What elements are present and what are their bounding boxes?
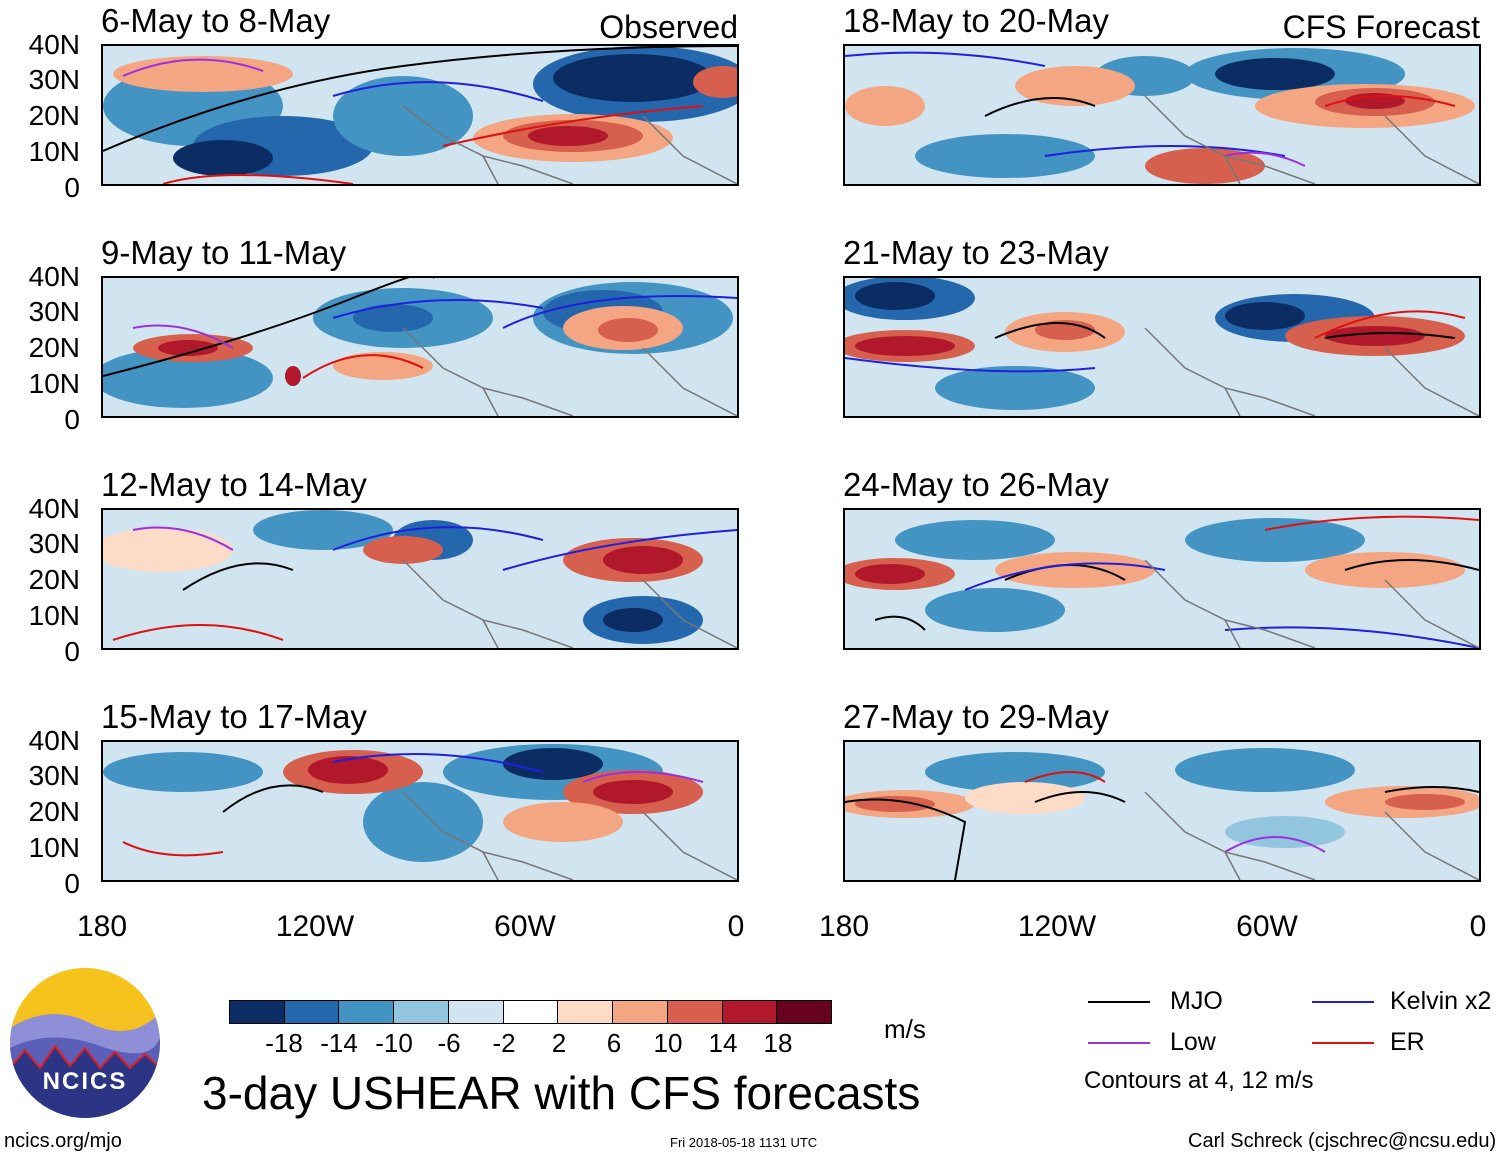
lon-tick: 120W xyxy=(275,910,355,943)
lat-tick: 0 xyxy=(64,172,80,203)
map-field xyxy=(103,742,737,880)
logo-text: NCICS xyxy=(42,1068,128,1095)
colorbar-swatch xyxy=(394,1001,449,1023)
panel-period-label: 21-May to 23-May xyxy=(843,234,1109,271)
lon-tick: 60W xyxy=(494,910,556,943)
shear-map xyxy=(843,276,1481,418)
legend-label-er: ER xyxy=(1390,1028,1425,1056)
legend-line-er xyxy=(1312,1042,1374,1044)
lat-tick: 10N xyxy=(28,136,80,167)
colorbar-tick: 2 xyxy=(551,1028,567,1058)
colorbar-tick: -2 xyxy=(492,1028,516,1058)
lat-tick: 40N xyxy=(28,493,80,524)
lat-tick: 20N xyxy=(28,100,80,131)
legend-label-mjo: MJO xyxy=(1170,987,1223,1015)
legend-line-low xyxy=(1088,1042,1150,1044)
colorbar-strip xyxy=(229,1000,832,1024)
colorbar-tick: -10 xyxy=(375,1028,413,1058)
lon-tick: 0 xyxy=(1469,910,1487,943)
map-field xyxy=(845,46,1479,184)
map-field xyxy=(845,742,1479,880)
lon-tick: 0 xyxy=(727,910,745,943)
colorbar-swatch xyxy=(503,1001,559,1023)
footer-timestamp: Fri 2018-05-18 1131 UTC xyxy=(670,1135,818,1150)
shear-map xyxy=(843,740,1481,882)
panel-period-label: 12-May to 14-May xyxy=(101,466,367,503)
colorbar-swatch xyxy=(230,1001,285,1023)
panel-period-label: 15-May to 17-May xyxy=(101,698,367,735)
lat-tick: 10N xyxy=(28,600,80,631)
panel-period-label: 27-May to 29-May xyxy=(843,698,1109,735)
legend-line-mjo xyxy=(1088,1001,1150,1003)
legend-label-kelvin: Kelvin x2 xyxy=(1390,987,1492,1015)
lat-tick: 10N xyxy=(28,368,80,399)
map-field xyxy=(103,510,737,648)
colorbar-units: m/s xyxy=(884,1014,926,1044)
lat-tick: 30N xyxy=(28,296,80,327)
lat-tick: 40N xyxy=(28,261,80,292)
lat-tick: 40N xyxy=(28,725,80,756)
shear-map xyxy=(101,44,739,186)
colorbar-swatch xyxy=(667,1001,723,1023)
map-field xyxy=(845,510,1479,648)
shear-map xyxy=(101,508,739,650)
map-field xyxy=(103,278,737,416)
footer-url: ncics.org/mjo xyxy=(4,1130,122,1152)
panel-period-label: 18-May to 20-May xyxy=(843,2,1109,39)
panel-period-label: 24-May to 26-May xyxy=(843,466,1109,503)
lat-tick: 40N xyxy=(28,29,80,60)
map-field xyxy=(845,278,1479,416)
forecast-tag: CFS Forecast xyxy=(1282,9,1480,45)
colorbar-swatch xyxy=(339,1001,395,1023)
figure-title: 3-day USHEAR with CFS forecasts xyxy=(202,1067,921,1119)
lat-tick: 20N xyxy=(28,564,80,595)
shear-map xyxy=(843,508,1481,650)
colorbar-tick: 10 xyxy=(653,1028,683,1058)
lat-tick: 0 xyxy=(64,868,80,899)
colorbar-swatch xyxy=(448,1001,504,1023)
colorbar-tick: -18 xyxy=(265,1028,303,1058)
lat-tick: 0 xyxy=(64,636,80,667)
observed-tag: Observed xyxy=(599,9,738,45)
panel-period-label: 9-May to 11-May xyxy=(101,234,347,271)
lat-tick: 20N xyxy=(28,796,80,827)
colorbar-tick: -6 xyxy=(437,1028,461,1058)
lat-tick: 10N xyxy=(28,832,80,863)
footer-author: Carl Schreck (cjschrec@ncsu.edu) xyxy=(1188,1130,1497,1152)
shear-map xyxy=(843,44,1481,186)
shear-map xyxy=(101,276,739,418)
lon-tick: 180 xyxy=(76,910,128,943)
colorbar-swatch xyxy=(284,1001,340,1023)
panel-period-label: 6-May to 8-May xyxy=(101,2,331,39)
lon-tick: 60W xyxy=(1236,910,1298,943)
lon-tick: 120W xyxy=(1017,910,1097,943)
lat-tick: 20N xyxy=(28,332,80,363)
contour-note: Contours at 4, 12 m/s xyxy=(1084,1067,1314,1094)
colorbar-tick: 6 xyxy=(606,1028,622,1058)
shear-map xyxy=(101,740,739,882)
map-field xyxy=(103,46,737,184)
colorbar-tick: -14 xyxy=(320,1028,358,1058)
colorbar-tick: 18 xyxy=(763,1028,793,1058)
lat-tick: 30N xyxy=(28,528,80,559)
legend-line-kelvin xyxy=(1312,1001,1374,1003)
colorbar-swatch xyxy=(777,1001,832,1023)
colorbar-swatch xyxy=(613,1001,668,1023)
legend-label-low: Low xyxy=(1170,1028,1216,1056)
colorbar-tick: 14 xyxy=(708,1028,738,1058)
colorbar-swatch xyxy=(558,1001,614,1023)
lon-tick: 180 xyxy=(818,910,870,943)
ncics-logo: NCICS xyxy=(10,968,160,1118)
lat-tick: 30N xyxy=(28,64,80,95)
lat-tick: 30N xyxy=(28,760,80,791)
colorbar-swatch xyxy=(722,1001,778,1023)
lat-tick: 0 xyxy=(64,404,80,435)
